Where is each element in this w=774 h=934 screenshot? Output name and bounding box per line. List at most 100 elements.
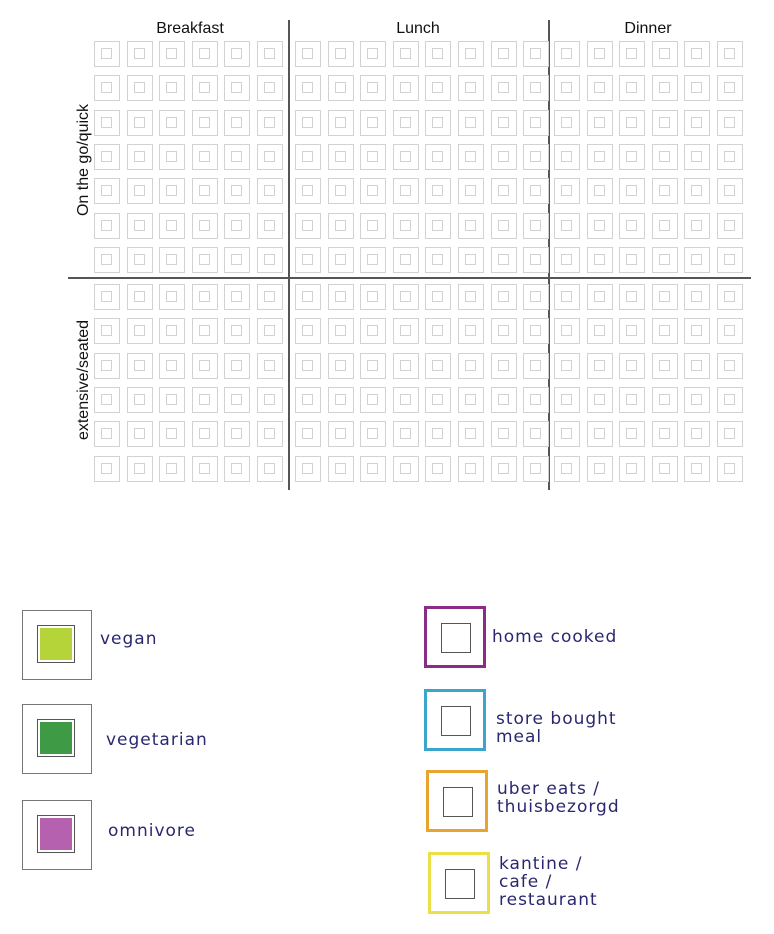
meal-cell[interactable] xyxy=(94,75,120,102)
meal-cell[interactable] xyxy=(619,41,646,67)
meal-cell[interactable] xyxy=(458,352,484,379)
meal-cell[interactable] xyxy=(191,41,218,67)
meal-cell[interactable] xyxy=(126,284,153,310)
meal-cell[interactable] xyxy=(360,143,387,170)
meal-cell[interactable] xyxy=(619,212,646,239)
meal-cell[interactable] xyxy=(586,109,613,136)
meal-cell[interactable] xyxy=(224,109,251,136)
meal-cell[interactable] xyxy=(360,352,387,379)
meal-cell[interactable] xyxy=(717,284,743,310)
meal-cell[interactable] xyxy=(717,109,743,136)
meal-cell[interactable] xyxy=(295,421,321,448)
meal-cell[interactable] xyxy=(257,455,283,482)
meal-cell[interactable] xyxy=(327,284,354,310)
meal-cell[interactable] xyxy=(392,143,419,170)
meal-cell[interactable] xyxy=(554,318,580,345)
meal-cell[interactable] xyxy=(619,75,646,102)
meal-cell[interactable] xyxy=(651,143,678,170)
meal-cell[interactable] xyxy=(586,455,613,482)
meal-cell[interactable] xyxy=(523,284,550,310)
meal-cell[interactable] xyxy=(257,75,283,102)
meal-cell[interactable] xyxy=(224,143,251,170)
meal-cell[interactable] xyxy=(94,41,120,67)
meal-cell[interactable] xyxy=(586,246,613,273)
meal-cell[interactable] xyxy=(717,41,743,67)
meal-cell[interactable] xyxy=(159,284,186,310)
meal-cell[interactable] xyxy=(425,143,452,170)
meal-cell[interactable] xyxy=(554,455,580,482)
meal-cell[interactable] xyxy=(586,178,613,205)
meal-cell[interactable] xyxy=(360,284,387,310)
meal-cell[interactable] xyxy=(523,178,550,205)
meal-cell[interactable] xyxy=(126,75,153,102)
meal-cell[interactable] xyxy=(619,143,646,170)
meal-cell[interactable] xyxy=(651,41,678,67)
meal-cell[interactable] xyxy=(717,386,743,413)
meal-cell[interactable] xyxy=(224,246,251,273)
meal-cell[interactable] xyxy=(360,41,387,67)
meal-cell[interactable] xyxy=(619,421,646,448)
meal-cell[interactable] xyxy=(224,352,251,379)
meal-cell[interactable] xyxy=(392,109,419,136)
meal-cell[interactable] xyxy=(619,246,646,273)
meal-cell[interactable] xyxy=(191,143,218,170)
meal-cell[interactable] xyxy=(586,284,613,310)
meal-cell[interactable] xyxy=(191,75,218,102)
meal-cell[interactable] xyxy=(392,41,419,67)
meal-cell[interactable] xyxy=(191,352,218,379)
meal-cell[interactable] xyxy=(490,386,517,413)
meal-cell[interactable] xyxy=(257,109,283,136)
meal-cell[interactable] xyxy=(458,284,484,310)
meal-cell[interactable] xyxy=(126,41,153,67)
meal-cell[interactable] xyxy=(425,75,452,102)
meal-cell[interactable] xyxy=(586,41,613,67)
meal-cell[interactable] xyxy=(360,246,387,273)
meal-cell[interactable] xyxy=(619,318,646,345)
meal-cell[interactable] xyxy=(392,352,419,379)
meal-cell[interactable] xyxy=(392,284,419,310)
meal-cell[interactable] xyxy=(191,421,218,448)
meal-cell[interactable] xyxy=(257,143,283,170)
meal-cell[interactable] xyxy=(619,386,646,413)
meal-cell[interactable] xyxy=(159,352,186,379)
meal-cell[interactable] xyxy=(295,386,321,413)
meal-cell[interactable] xyxy=(586,318,613,345)
meal-cell[interactable] xyxy=(684,75,711,102)
meal-cell[interactable] xyxy=(392,212,419,239)
meal-cell[interactable] xyxy=(327,421,354,448)
meal-cell[interactable] xyxy=(224,75,251,102)
meal-cell[interactable] xyxy=(224,386,251,413)
meal-cell[interactable] xyxy=(619,109,646,136)
meal-cell[interactable] xyxy=(94,421,120,448)
meal-cell[interactable] xyxy=(94,455,120,482)
meal-cell[interactable] xyxy=(458,212,484,239)
meal-cell[interactable] xyxy=(360,212,387,239)
meal-cell[interactable] xyxy=(295,41,321,67)
meal-cell[interactable] xyxy=(159,386,186,413)
meal-cell[interactable] xyxy=(94,178,120,205)
meal-cell[interactable] xyxy=(523,212,550,239)
meal-cell[interactable] xyxy=(425,109,452,136)
meal-cell[interactable] xyxy=(490,143,517,170)
meal-cell[interactable] xyxy=(554,41,580,67)
meal-cell[interactable] xyxy=(619,352,646,379)
meal-cell[interactable] xyxy=(360,386,387,413)
meal-cell[interactable] xyxy=(126,246,153,273)
meal-cell[interactable] xyxy=(126,455,153,482)
meal-cell[interactable] xyxy=(651,212,678,239)
meal-cell[interactable] xyxy=(684,386,711,413)
meal-cell[interactable] xyxy=(717,178,743,205)
meal-cell[interactable] xyxy=(425,178,452,205)
meal-cell[interactable] xyxy=(360,318,387,345)
meal-cell[interactable] xyxy=(458,386,484,413)
meal-cell[interactable] xyxy=(490,109,517,136)
meal-cell[interactable] xyxy=(684,41,711,67)
meal-cell[interactable] xyxy=(490,421,517,448)
meal-cell[interactable] xyxy=(523,318,550,345)
meal-cell[interactable] xyxy=(586,386,613,413)
meal-cell[interactable] xyxy=(554,352,580,379)
meal-cell[interactable] xyxy=(717,75,743,102)
meal-cell[interactable] xyxy=(425,246,452,273)
meal-cell[interactable] xyxy=(425,318,452,345)
meal-cell[interactable] xyxy=(224,41,251,67)
